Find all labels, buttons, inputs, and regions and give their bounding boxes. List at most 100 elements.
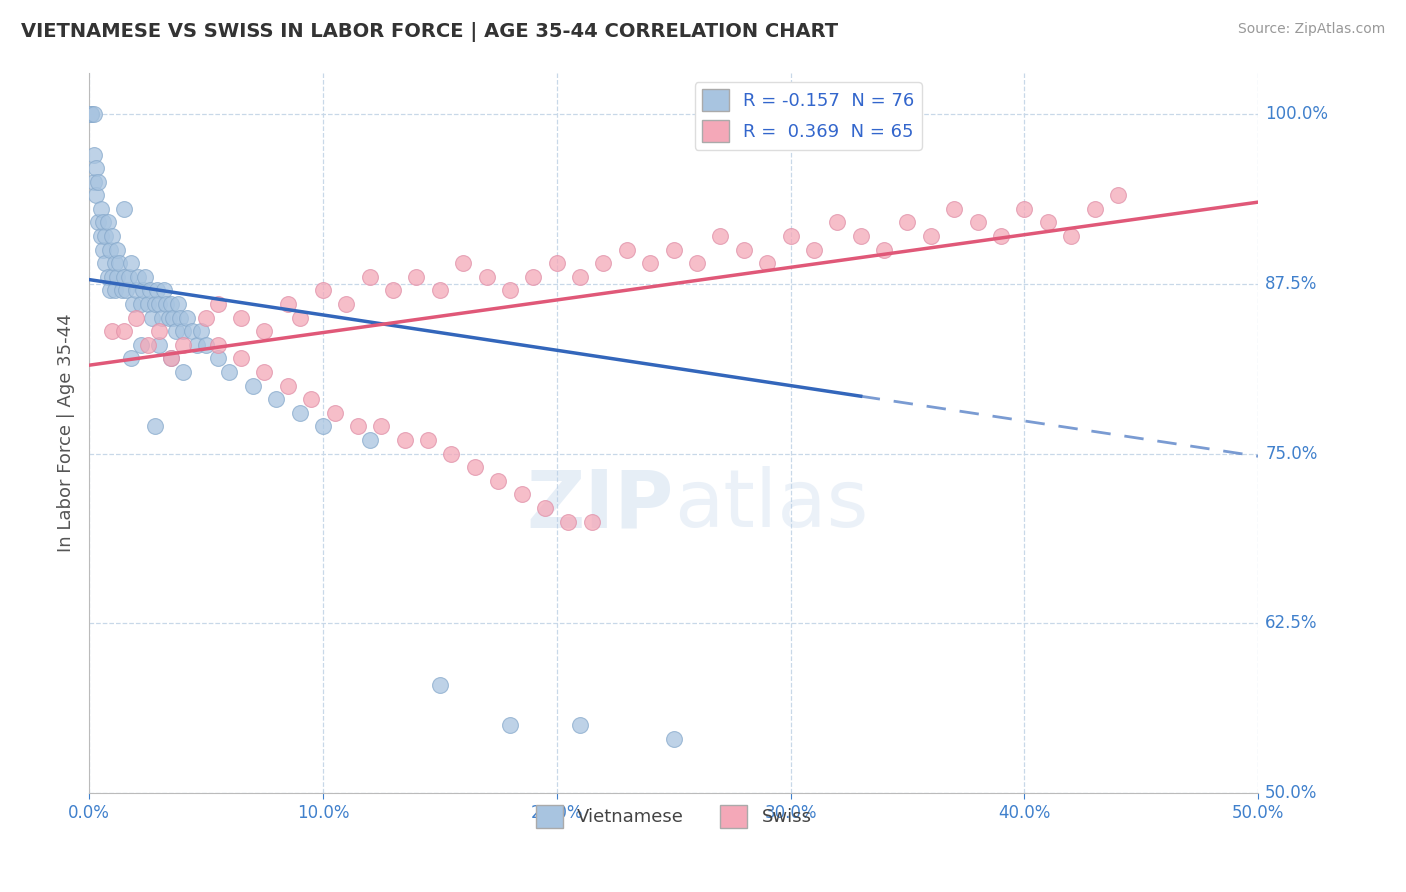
Point [115, 284, 138, 298]
Point [190, 324, 212, 338]
Point [896, 215, 918, 229]
Point [616, 243, 638, 257]
Point [91, 215, 114, 229]
Point [112, 269, 135, 284]
Point [101, 229, 124, 244]
Point [143, 297, 166, 311]
Point [207, 351, 229, 366]
Point [534, 500, 557, 515]
Point [756, 256, 779, 270]
Point [382, 284, 405, 298]
Text: 75.0%: 75.0% [1265, 444, 1317, 463]
Point [105, 269, 128, 284]
Point [662, 731, 685, 746]
Point [136, 297, 159, 311]
Point [160, 297, 183, 311]
Point [359, 433, 381, 447]
Point [118, 269, 141, 284]
Point [264, 392, 287, 407]
Point [120, 256, 142, 270]
Point [546, 256, 568, 270]
Point [638, 256, 661, 270]
Point [120, 351, 142, 366]
Point [83, 107, 105, 121]
Point [148, 297, 170, 311]
Text: VIETNAMESE VS SWISS IN LABOR FORCE | AGE 35-44 CORRELATION CHART: VIETNAMESE VS SWISS IN LABOR FORCE | AGE… [21, 22, 838, 42]
Text: ZIP: ZIP [526, 467, 673, 544]
Point [167, 297, 190, 311]
Point [122, 297, 145, 311]
Point [557, 515, 579, 529]
Point [943, 202, 966, 216]
Point [127, 269, 149, 284]
Point [97, 269, 120, 284]
Point [359, 269, 381, 284]
Point [98, 243, 121, 257]
Point [83, 175, 105, 189]
Point [112, 324, 135, 338]
Point [966, 215, 988, 229]
Point [451, 256, 474, 270]
Point [146, 284, 169, 298]
Point [1107, 188, 1129, 202]
Point [101, 269, 124, 284]
Point [186, 338, 208, 352]
Point [592, 256, 614, 270]
Point [779, 229, 801, 244]
Point [172, 338, 194, 352]
Point [134, 269, 156, 284]
Point [347, 419, 370, 434]
Point [153, 284, 176, 298]
Point [312, 419, 335, 434]
Legend: Vietnamese, Swiss: Vietnamese, Swiss [529, 798, 818, 835]
Point [125, 284, 148, 298]
Point [335, 297, 357, 311]
Point [155, 297, 177, 311]
Point [277, 297, 299, 311]
Point [83, 147, 105, 161]
Point [242, 378, 264, 392]
Point [253, 365, 276, 379]
Point [84, 161, 107, 175]
Point [108, 256, 131, 270]
Point [94, 229, 117, 244]
Point [87, 215, 110, 229]
Point [141, 310, 163, 325]
Point [195, 310, 218, 325]
Point [1060, 229, 1083, 244]
Point [522, 269, 544, 284]
Point [662, 243, 685, 257]
Text: 62.5%: 62.5% [1265, 615, 1317, 632]
Text: atlas: atlas [673, 467, 868, 544]
Point [97, 215, 120, 229]
Text: 87.5%: 87.5% [1265, 275, 1317, 293]
Point [499, 718, 522, 732]
Point [1014, 202, 1036, 216]
Point [157, 310, 180, 325]
Point [111, 284, 134, 298]
Point [80, 107, 103, 121]
Point [207, 297, 229, 311]
Point [80, 107, 103, 121]
Point [143, 419, 166, 434]
Point [475, 269, 498, 284]
Point [429, 678, 451, 692]
Point [112, 202, 135, 216]
Point [98, 284, 121, 298]
Point [709, 229, 731, 244]
Point [90, 202, 112, 216]
Point [104, 256, 127, 270]
Point [827, 215, 849, 229]
Point [176, 310, 198, 325]
Point [104, 284, 127, 298]
Point [486, 474, 509, 488]
Point [148, 338, 170, 352]
Point [195, 338, 218, 352]
Point [323, 406, 346, 420]
Point [229, 351, 252, 366]
Point [299, 392, 322, 407]
Point [581, 515, 603, 529]
Point [181, 324, 204, 338]
Point [87, 175, 110, 189]
Text: 50.0%: 50.0% [1265, 784, 1317, 802]
